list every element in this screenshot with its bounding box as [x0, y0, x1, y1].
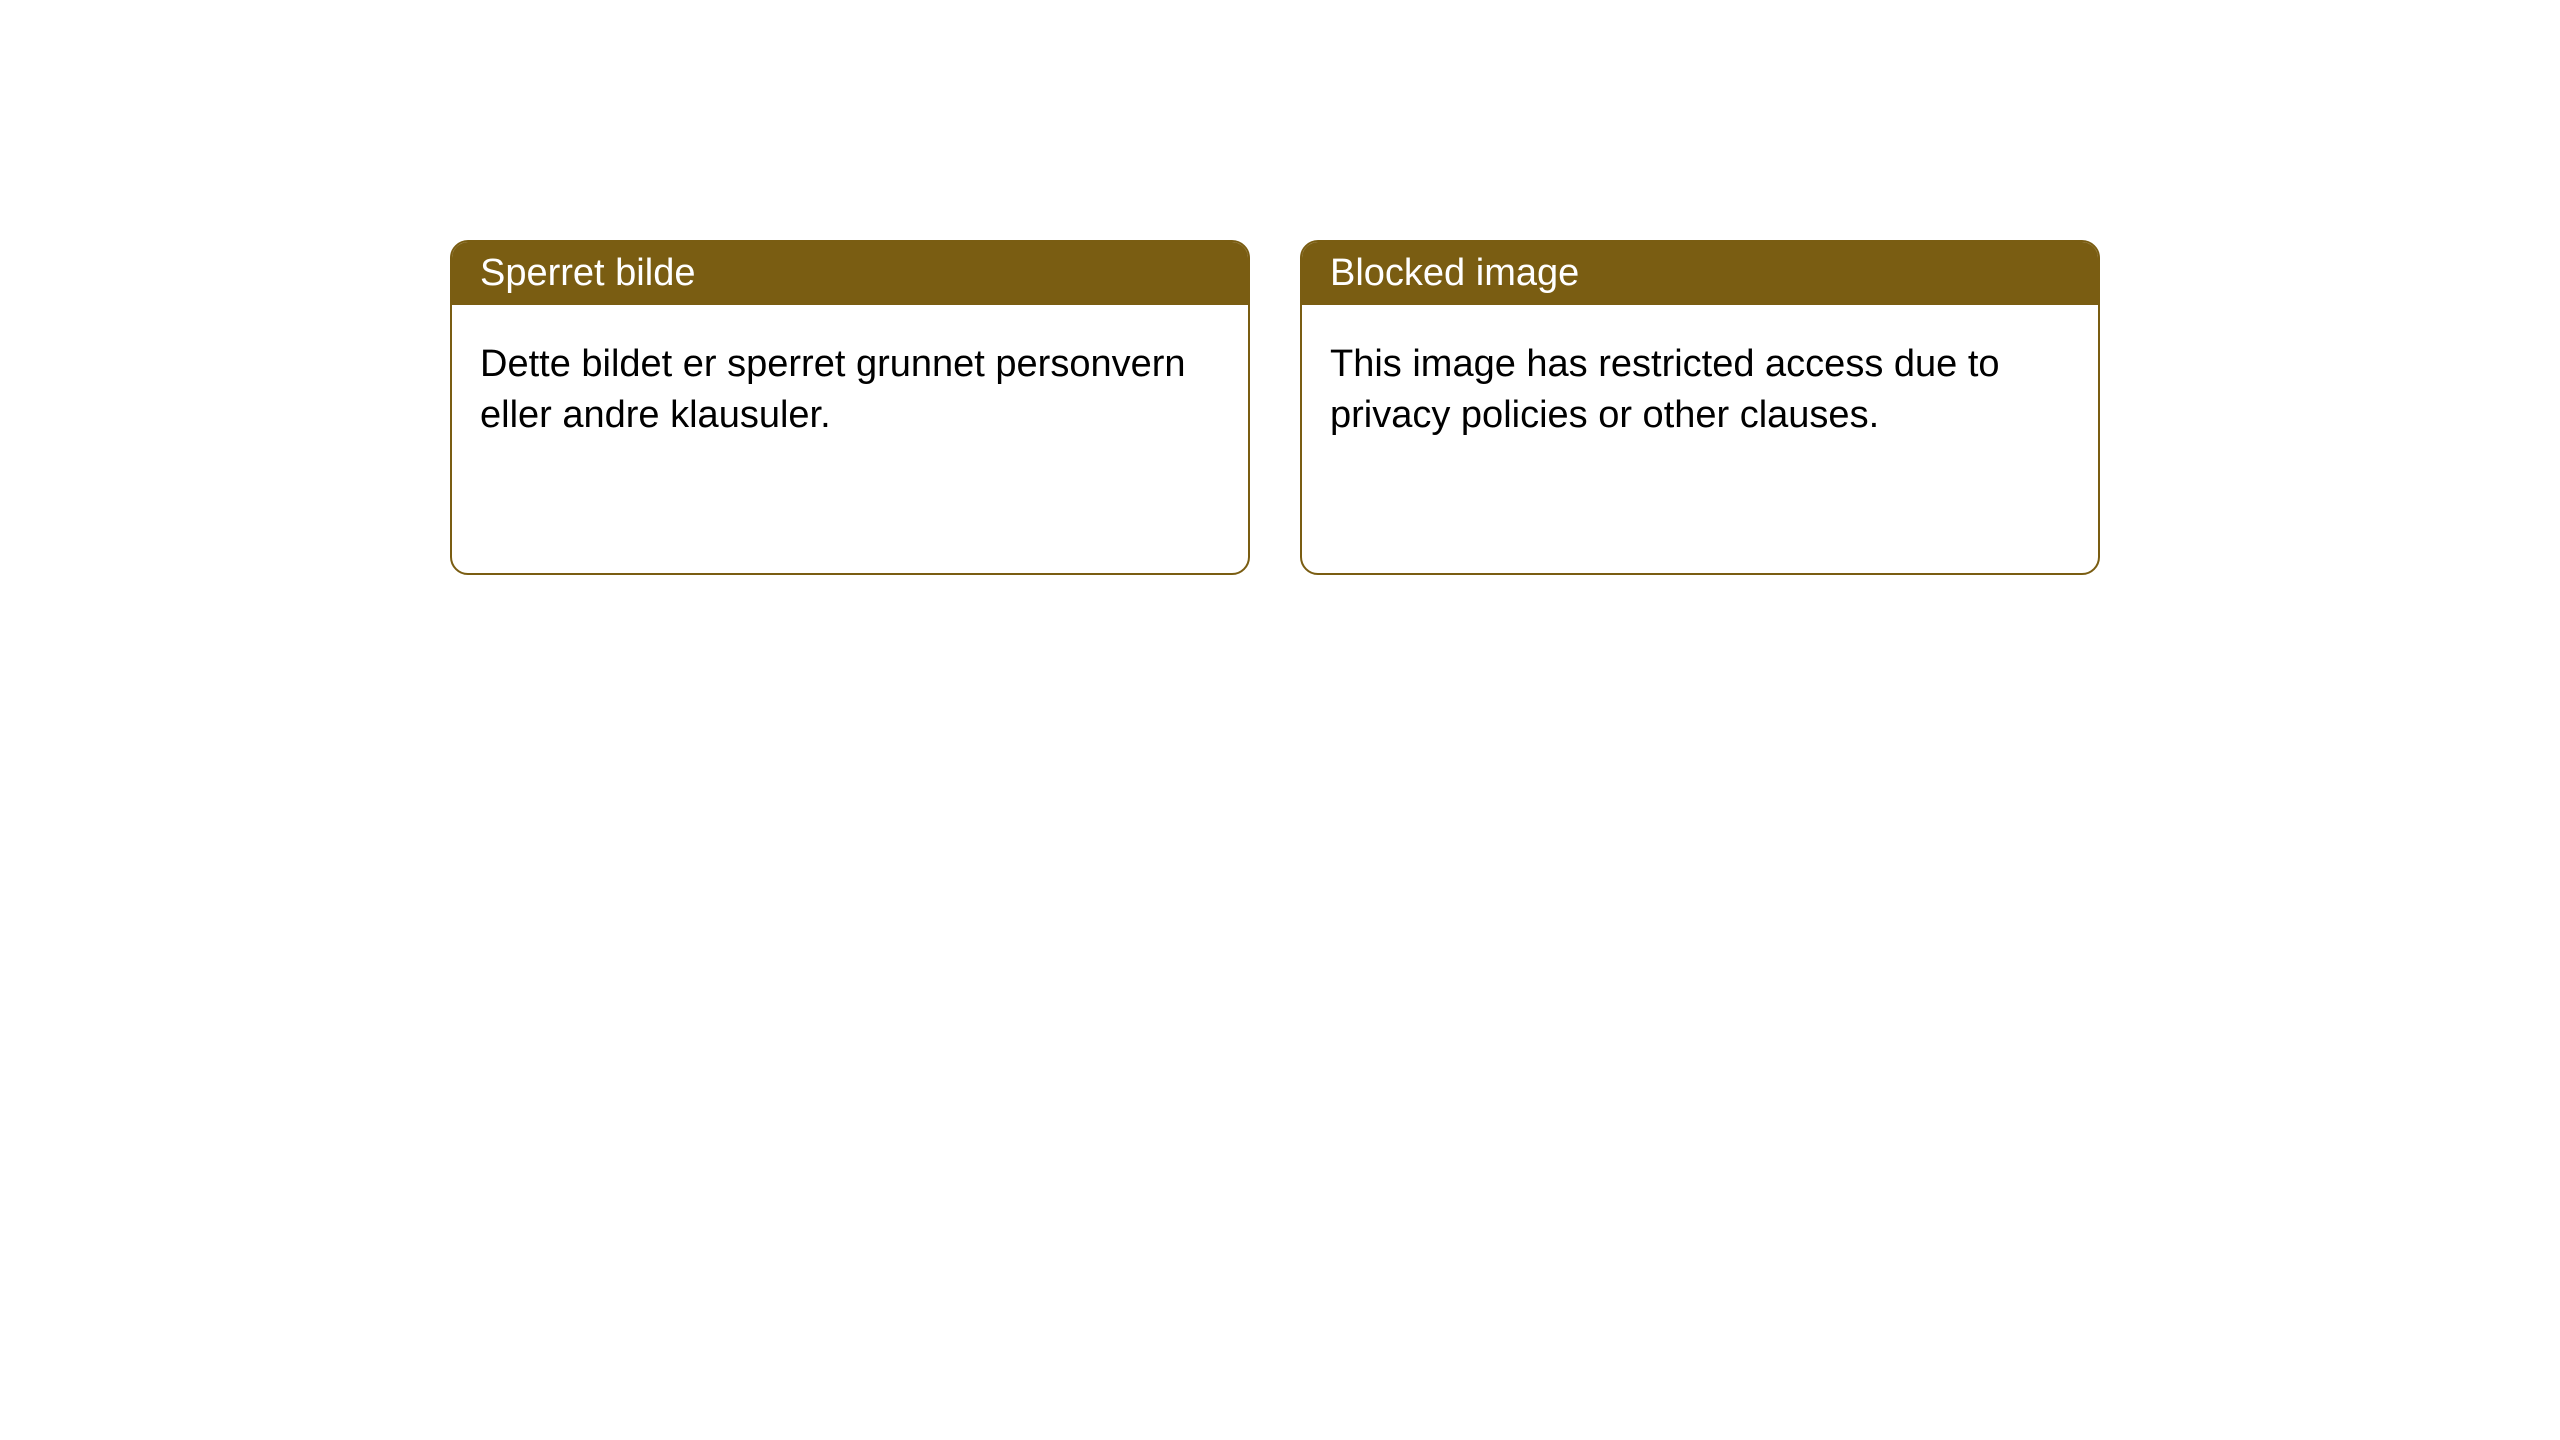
- notice-body: This image has restricted access due to …: [1302, 305, 2098, 476]
- notice-box-norwegian: Sperret bilde Dette bildet er sperret gr…: [450, 240, 1250, 575]
- notice-body: Dette bildet er sperret grunnet personve…: [452, 305, 1248, 476]
- notice-container: Sperret bilde Dette bildet er sperret gr…: [0, 0, 2560, 575]
- notice-header: Blocked image: [1302, 242, 2098, 305]
- notice-body-text: Dette bildet er sperret grunnet personve…: [480, 343, 1186, 436]
- notice-title: Sperret bilde: [480, 252, 695, 294]
- notice-body-text: This image has restricted access due to …: [1330, 343, 2000, 436]
- notice-title: Blocked image: [1330, 252, 1579, 294]
- notice-header: Sperret bilde: [452, 242, 1248, 305]
- notice-box-english: Blocked image This image has restricted …: [1300, 240, 2100, 575]
